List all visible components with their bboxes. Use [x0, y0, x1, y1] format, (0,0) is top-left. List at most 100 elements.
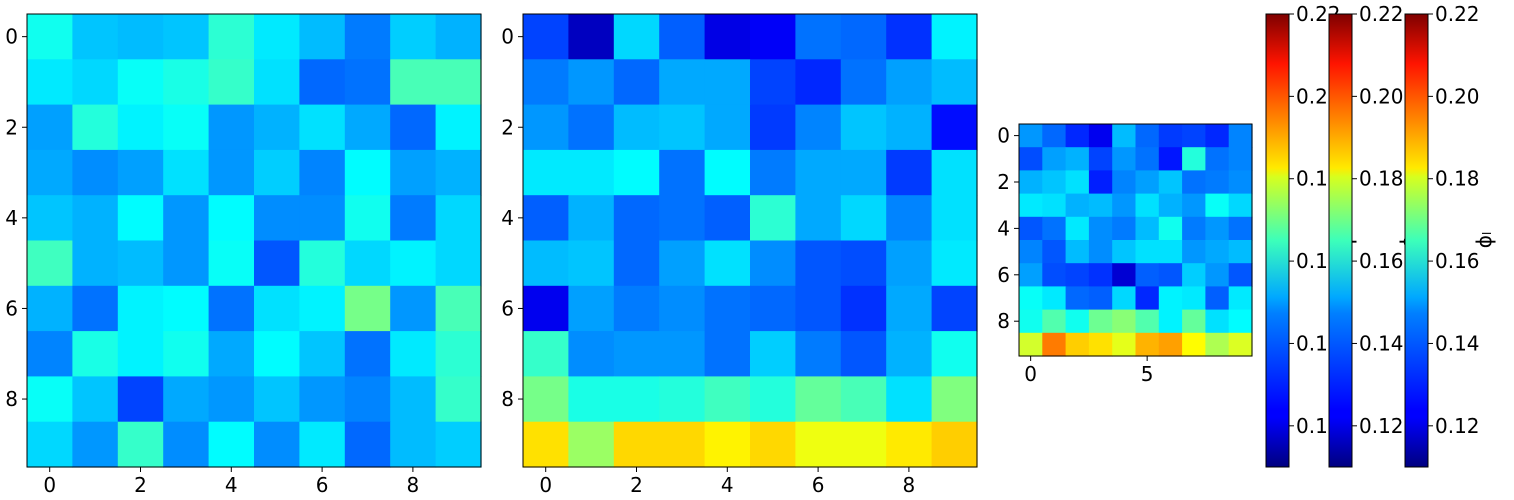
heatmap-cell — [613, 104, 660, 151]
heatmap-cell — [568, 331, 615, 377]
heatmap-cell — [208, 195, 255, 242]
heatmap-cell — [931, 14, 978, 60]
heatmap-cell — [1158, 263, 1183, 287]
heatmap-cell — [27, 376, 73, 423]
heatmap-cell — [208, 285, 255, 332]
heatmap-cell — [659, 285, 706, 332]
x-tick-label: 6 — [812, 473, 825, 497]
heatmap-cell — [523, 331, 569, 377]
heatmap-cell — [1065, 286, 1090, 311]
heatmap-cell — [523, 14, 569, 60]
heatmap-cell — [1065, 263, 1090, 287]
heatmap-cell — [1182, 240, 1206, 264]
heatmap-cell — [390, 195, 437, 242]
heatmap-cell — [1228, 332, 1253, 357]
heatmap-cell — [72, 104, 119, 151]
heatmap-cell — [390, 14, 437, 60]
heatmap-cell — [299, 59, 346, 106]
heatmap-cell — [568, 149, 615, 196]
heatmap-cell — [704, 149, 751, 196]
heatmap-cell — [613, 285, 660, 332]
heatmap-cell — [1112, 193, 1137, 218]
heatmap-cell — [840, 59, 887, 106]
y-tick-label: 4 — [501, 206, 514, 230]
heatmap-cell — [27, 331, 73, 377]
heatmap-cell — [1042, 124, 1067, 148]
heatmap-cell — [931, 285, 978, 332]
heatmap-cell — [886, 14, 933, 60]
colorbar-tick-label: 0.18 — [1435, 167, 1480, 191]
heatmap-cell — [72, 59, 119, 106]
colorbar-tick-label: 0.20 — [1435, 84, 1480, 108]
heatmap-cell — [568, 14, 615, 60]
heatmap-cell — [1088, 193, 1113, 218]
heatmap-cell — [1088, 286, 1113, 311]
heatmap-cell — [72, 195, 119, 242]
heatmap-cell — [750, 195, 796, 242]
heatmap-cell — [1042, 147, 1067, 171]
heatmap-cell — [750, 59, 796, 106]
heatmap-cell — [840, 240, 887, 287]
heatmap-cell — [435, 59, 482, 106]
heatmap-cell — [27, 240, 73, 287]
heatmap-cell — [435, 331, 482, 377]
heatmap-cell — [390, 240, 437, 287]
colorbar-tick-label: 0.12 — [1359, 414, 1404, 438]
heatmap-cell — [1182, 124, 1206, 148]
heatmap-cell — [163, 104, 210, 151]
heatmap-cell — [886, 149, 933, 196]
heatmap-cell — [117, 285, 164, 332]
heatmap-cell — [886, 331, 933, 377]
heatmap-cell — [523, 59, 569, 106]
heatmap-cell — [163, 240, 210, 287]
heatmap-cell — [117, 421, 164, 468]
heatmap-cell — [390, 59, 437, 106]
y-tick-label: 8 — [501, 387, 514, 411]
heatmap-cell — [1205, 263, 1230, 287]
plot-frame — [26, 13, 482, 468]
heatmap-cell — [344, 104, 391, 151]
heatmap-cell — [750, 421, 796, 468]
x-tick-label: 2 — [630, 473, 643, 497]
heatmap-cell — [299, 104, 346, 151]
heatmap-cell — [931, 240, 978, 287]
heatmap-cell — [523, 104, 569, 151]
heatmap-cell — [1019, 286, 1043, 311]
heatmap-cell — [254, 59, 300, 106]
heatmap-cell — [1019, 147, 1043, 171]
heatmap-cell — [344, 59, 391, 106]
heatmap-cell — [1228, 216, 1253, 241]
heatmap-cell — [1158, 240, 1183, 264]
heatmap-cell — [613, 14, 660, 60]
heatmap-cell — [613, 376, 660, 423]
heatmap-cell — [208, 240, 255, 287]
heatmap-cell — [659, 240, 706, 287]
heatmap-cell — [1182, 309, 1206, 334]
heatmap-cell — [1065, 309, 1090, 334]
heatmap-cell — [163, 421, 210, 468]
heatmap-cell — [1228, 170, 1253, 195]
heatmap-cell — [208, 104, 255, 151]
heatmap-panel-1: 0 2 4 6 8 0 2 4 6 8 — [5, 13, 482, 497]
heatmap-cell — [795, 195, 842, 242]
heatmap-cell — [299, 195, 346, 242]
heatmap-cell — [795, 240, 842, 287]
heatmap-cell — [1112, 147, 1137, 171]
heatmap-cell — [931, 59, 978, 106]
plot-frame — [522, 13, 978, 468]
heatmap-cell — [1205, 240, 1230, 264]
heatmap-cell — [254, 104, 300, 151]
heatmap-cell — [1042, 286, 1067, 311]
heatmap-cell — [704, 240, 751, 287]
heatmap-cell — [390, 104, 437, 151]
heatmap-cell — [1019, 193, 1043, 218]
heatmap-cell — [568, 240, 615, 287]
heatmap-cell — [1182, 286, 1206, 311]
heatmap-cell — [254, 421, 300, 468]
y-tick-label: 8 — [5, 387, 18, 411]
heatmap-cell — [27, 14, 73, 60]
heatmap-cell — [1135, 286, 1160, 311]
heatmap-cell — [254, 149, 300, 196]
heatmap-cell — [659, 331, 706, 377]
heatmap-cell — [704, 195, 751, 242]
